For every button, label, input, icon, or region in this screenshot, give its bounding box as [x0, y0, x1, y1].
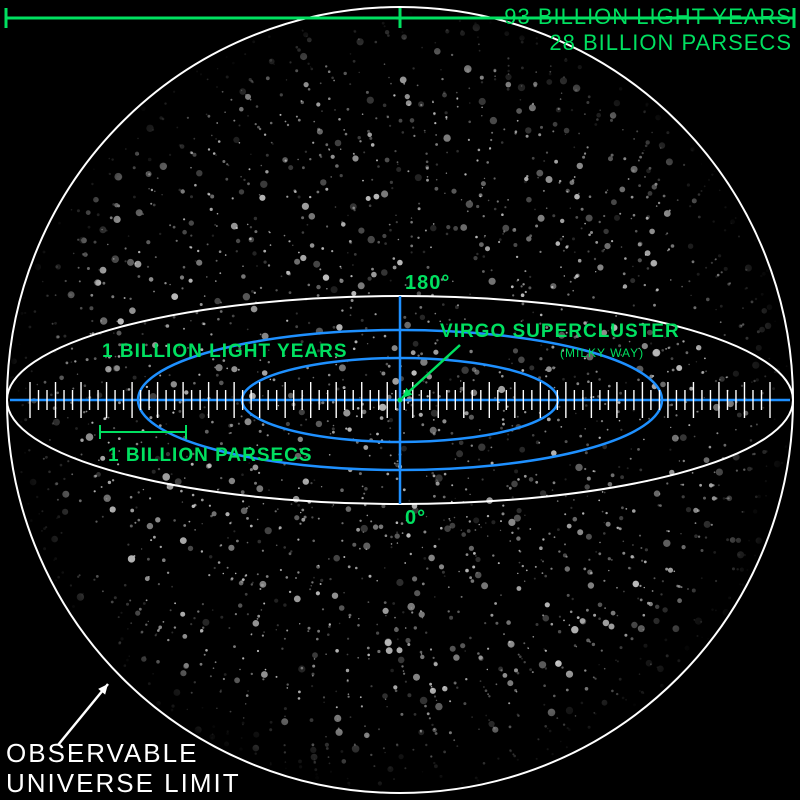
- scale-bar-line2: 28 BILLION PARSECS: [549, 30, 792, 56]
- label-observable-2: UNIVERSE LIMIT: [6, 768, 241, 799]
- center-dot: [398, 398, 403, 403]
- label-1b-lightyears: 1 BILLION LIGHT YEARS: [102, 341, 348, 363]
- label-milky-way: (MILKY WAY): [560, 346, 644, 360]
- label-180deg: 180°: [405, 272, 450, 295]
- label-virgo: VIRGO SUPERCLUSTER: [440, 321, 680, 343]
- pointer-observable-limit: [58, 684, 108, 745]
- label-0deg: 0°: [405, 507, 426, 530]
- scale-bar-line1: 93 BILLION LIGHT YEARS: [504, 4, 792, 30]
- label-observable-1: OBSERVABLE: [6, 738, 198, 769]
- label-1b-parsecs: 1 BILLION PARSECS: [108, 445, 313, 467]
- universe-diagram: [0, 0, 800, 800]
